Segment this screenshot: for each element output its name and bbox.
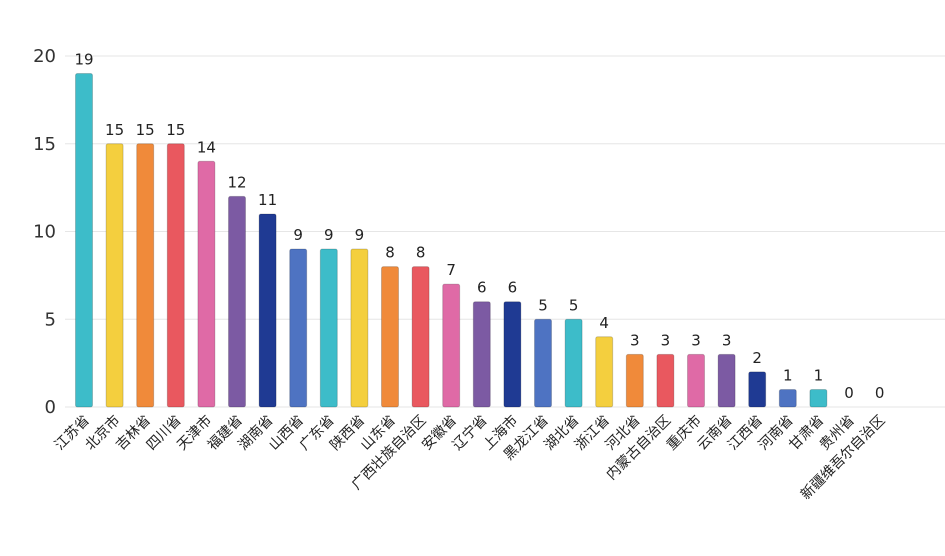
bar-value-label: 19 (74, 51, 93, 69)
bar-value-label: 6 (508, 279, 518, 297)
bar-value-label: 6 (477, 279, 487, 297)
bar-value-label: 5 (569, 296, 579, 314)
bar-value-label: 3 (661, 331, 671, 349)
bar-value-label: 0 (875, 384, 885, 402)
y-tick-label: 5 (45, 309, 56, 330)
bar (442, 283, 461, 408)
bar (381, 266, 399, 408)
bar (105, 143, 124, 408)
bar-value-label: 15 (166, 121, 185, 139)
bar (289, 248, 308, 408)
bar (534, 318, 552, 408)
bar-value-label: 5 (538, 296, 548, 314)
bar (656, 353, 675, 408)
bar (228, 195, 246, 408)
bar-value-label: 4 (599, 314, 609, 332)
bar-value-label: 15 (105, 121, 124, 139)
bar-value-label: 8 (385, 244, 395, 262)
bar (809, 388, 828, 408)
bar (350, 248, 369, 408)
bar-value-label: 15 (136, 121, 155, 139)
bar (197, 160, 216, 408)
bar (595, 336, 614, 408)
bar-value-label: 3 (630, 331, 640, 349)
bar (472, 301, 491, 408)
bar (717, 353, 736, 408)
bar (503, 301, 522, 408)
bar-value-label: 14 (197, 138, 216, 156)
y-tick-label: 15 (33, 134, 56, 155)
bar-value-label: 8 (416, 244, 426, 262)
bar (748, 371, 767, 408)
bar (258, 213, 277, 408)
bar-value-label: 2 (752, 349, 762, 367)
bar (687, 353, 705, 408)
bar (75, 73, 93, 408)
y-tick-label: 20 (33, 46, 56, 67)
bar (778, 388, 797, 408)
bar-value-label: 1 (783, 366, 793, 384)
bar-value-label: 9 (355, 226, 365, 244)
bar-value-label: 12 (227, 173, 246, 191)
bar-value-label: 7 (446, 261, 456, 279)
bar-value-label: 3 (691, 331, 701, 349)
bars (75, 73, 828, 408)
y-tick-label: 0 (45, 397, 56, 418)
bar-value-label: 1 (814, 366, 824, 384)
bar (319, 248, 338, 408)
bar-value-label: 0 (844, 384, 854, 402)
y-axis-ticks: 0 5 10 15 20 (33, 46, 56, 418)
bar-value-label: 9 (293, 226, 303, 244)
bar-value-label: 3 (722, 331, 732, 349)
bar (564, 318, 583, 408)
y-tick-label: 10 (33, 222, 56, 243)
bar (166, 143, 185, 408)
bar-value-label: 11 (258, 191, 277, 209)
bar (411, 266, 430, 408)
x-axis-labels: 江苏省北京市吉林省四川省天津市福建省湖南省山西省广东省陕西省山东省广西壮族自治区… (52, 412, 889, 503)
bar (136, 143, 155, 408)
bar-value-label: 9 (324, 226, 334, 244)
bar (625, 353, 644, 408)
